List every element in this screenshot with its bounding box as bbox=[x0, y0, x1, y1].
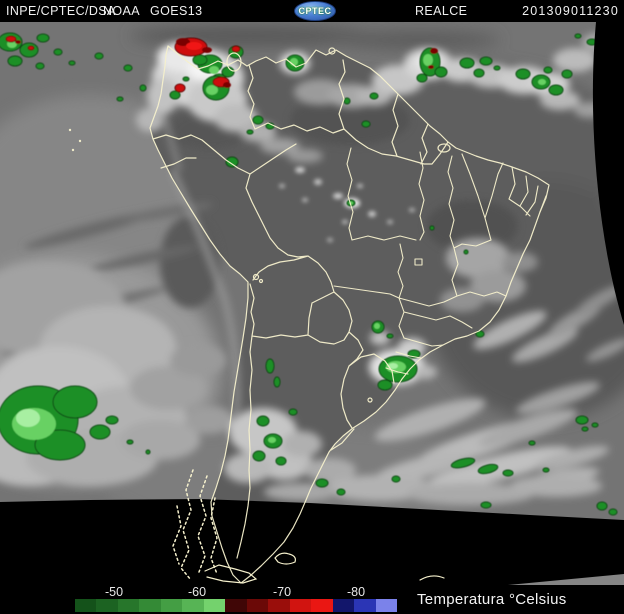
scale-tick-60: -60 bbox=[187, 585, 207, 599]
colorbar-segment bbox=[225, 599, 247, 612]
legend-bar: -50 -60 -70 -80 Temperatura °Celsius bbox=[0, 585, 624, 614]
timestamp-label: 201309011230 bbox=[522, 4, 619, 18]
lakes-and-islands bbox=[68, 47, 451, 403]
falklands-outline bbox=[274, 552, 296, 565]
satellite-image bbox=[0, 22, 624, 585]
fjord-speckles bbox=[172, 469, 218, 581]
disk-edge-top-right bbox=[592, 22, 624, 325]
colorbar-segment bbox=[332, 599, 355, 612]
product-label: REALCE bbox=[415, 4, 468, 18]
colorbar-segment bbox=[375, 599, 398, 612]
satellite-map bbox=[0, 22, 624, 585]
header-bar: INPE/CPTEC/DSA NOAA GOES13 CPTEC REALCE … bbox=[0, 0, 624, 22]
scale-tick-80: -80 bbox=[346, 585, 366, 599]
colorbar-segment bbox=[311, 599, 333, 612]
patagonia-outlines bbox=[172, 469, 445, 584]
cloud-specks bbox=[279, 167, 415, 242]
colorbar-segment bbox=[354, 599, 376, 612]
colorbar-segment bbox=[203, 599, 226, 612]
colorbar-segment bbox=[75, 599, 97, 612]
disk-edge bbox=[0, 22, 624, 585]
scale-tick-70: -70 bbox=[272, 585, 292, 599]
tierra-del-fuego-outline bbox=[204, 564, 258, 584]
colorbar-segment bbox=[117, 599, 140, 612]
colorbar-segment bbox=[182, 599, 204, 612]
coastline bbox=[149, 45, 550, 584]
country-borders bbox=[68, 45, 550, 584]
colorbar bbox=[75, 599, 398, 612]
agency-label: INPE/CPTEC/DSA bbox=[6, 4, 116, 18]
country-border-lines bbox=[152, 59, 449, 559]
colorbar-segment bbox=[139, 599, 161, 612]
satellite-label: GOES13 bbox=[150, 4, 203, 18]
colorbar-segment bbox=[268, 599, 290, 612]
cptec-logo-text: CPTEC bbox=[298, 6, 332, 16]
colorbar-segment bbox=[96, 599, 118, 612]
colorbar-segment bbox=[289, 599, 312, 612]
cptec-logo: CPTEC bbox=[294, 1, 336, 21]
disk-edge-bottom bbox=[0, 499, 624, 585]
limb-sliver bbox=[508, 574, 624, 585]
south-island-arc bbox=[419, 575, 445, 581]
colorbar-segment bbox=[160, 599, 183, 612]
colorbar-segment bbox=[246, 599, 269, 612]
scale-tick-50: -50 bbox=[104, 585, 124, 599]
temperature-unit-label: Temperatura °Celsius bbox=[417, 591, 567, 608]
brazil-state-borders bbox=[333, 147, 547, 375]
galapagos-dots bbox=[68, 128, 82, 152]
noaa-label: NOAA bbox=[103, 4, 141, 18]
